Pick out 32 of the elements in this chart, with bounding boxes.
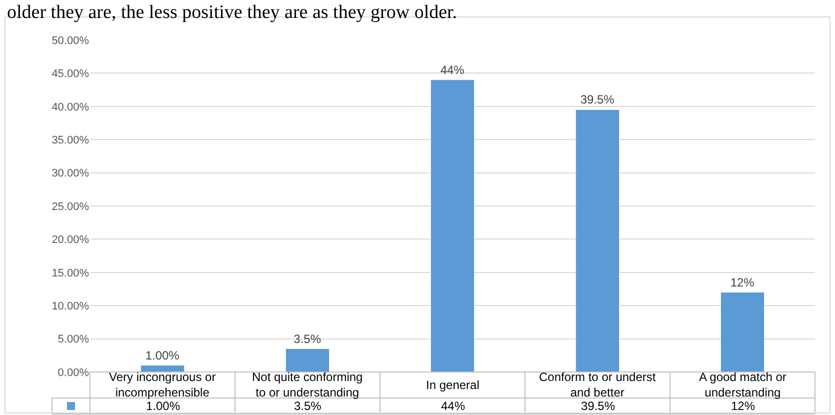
data-label: 3.5% [294, 399, 322, 413]
y-tick-label: 10.00% [52, 300, 90, 312]
y-tick-label: 40.00% [52, 101, 90, 114]
y-tick-label: 50.00% [52, 34, 90, 47]
y-tick-label: 15.00% [52, 267, 90, 280]
bar [430, 80, 474, 372]
bar [576, 109, 620, 372]
y-tick-label: 20.00% [52, 234, 90, 246]
y-tick-label: 45.00% [52, 68, 90, 80]
data-label: 12% [731, 399, 756, 413]
bar [720, 292, 764, 372]
text: 12% [730, 275, 754, 290]
bar [286, 348, 330, 372]
x-tick-label: Conform to or underst and better [539, 370, 656, 400]
y-tick-label: 25.00% [52, 200, 90, 213]
x-tick-label: Not quite conforming to or understanding [252, 370, 363, 400]
x-tick-label: Very incongruous or incomprehensible [109, 370, 216, 400]
text: 44% [440, 62, 464, 77]
x-tick-label: A good match or understanding [699, 370, 786, 400]
data-label: 1.00% [146, 399, 180, 413]
y-tick-label: 5.00% [58, 334, 90, 346]
text: 3.5% [294, 332, 322, 346]
text: 1.00% [145, 348, 180, 362]
text: older they are, the less positive they are as they grow older. [7, 2, 458, 23]
bar [140, 365, 184, 372]
y-tick-label: 30.00% [52, 168, 90, 180]
y-tick-label: 35.00% [52, 134, 90, 146]
y-tick-label: 0.00% [58, 366, 90, 379]
data-label: 39.5% [581, 399, 616, 413]
x-tick-label: In general [426, 378, 480, 392]
data-label: 44% [441, 399, 466, 413]
text: 39.5% [580, 92, 614, 107]
